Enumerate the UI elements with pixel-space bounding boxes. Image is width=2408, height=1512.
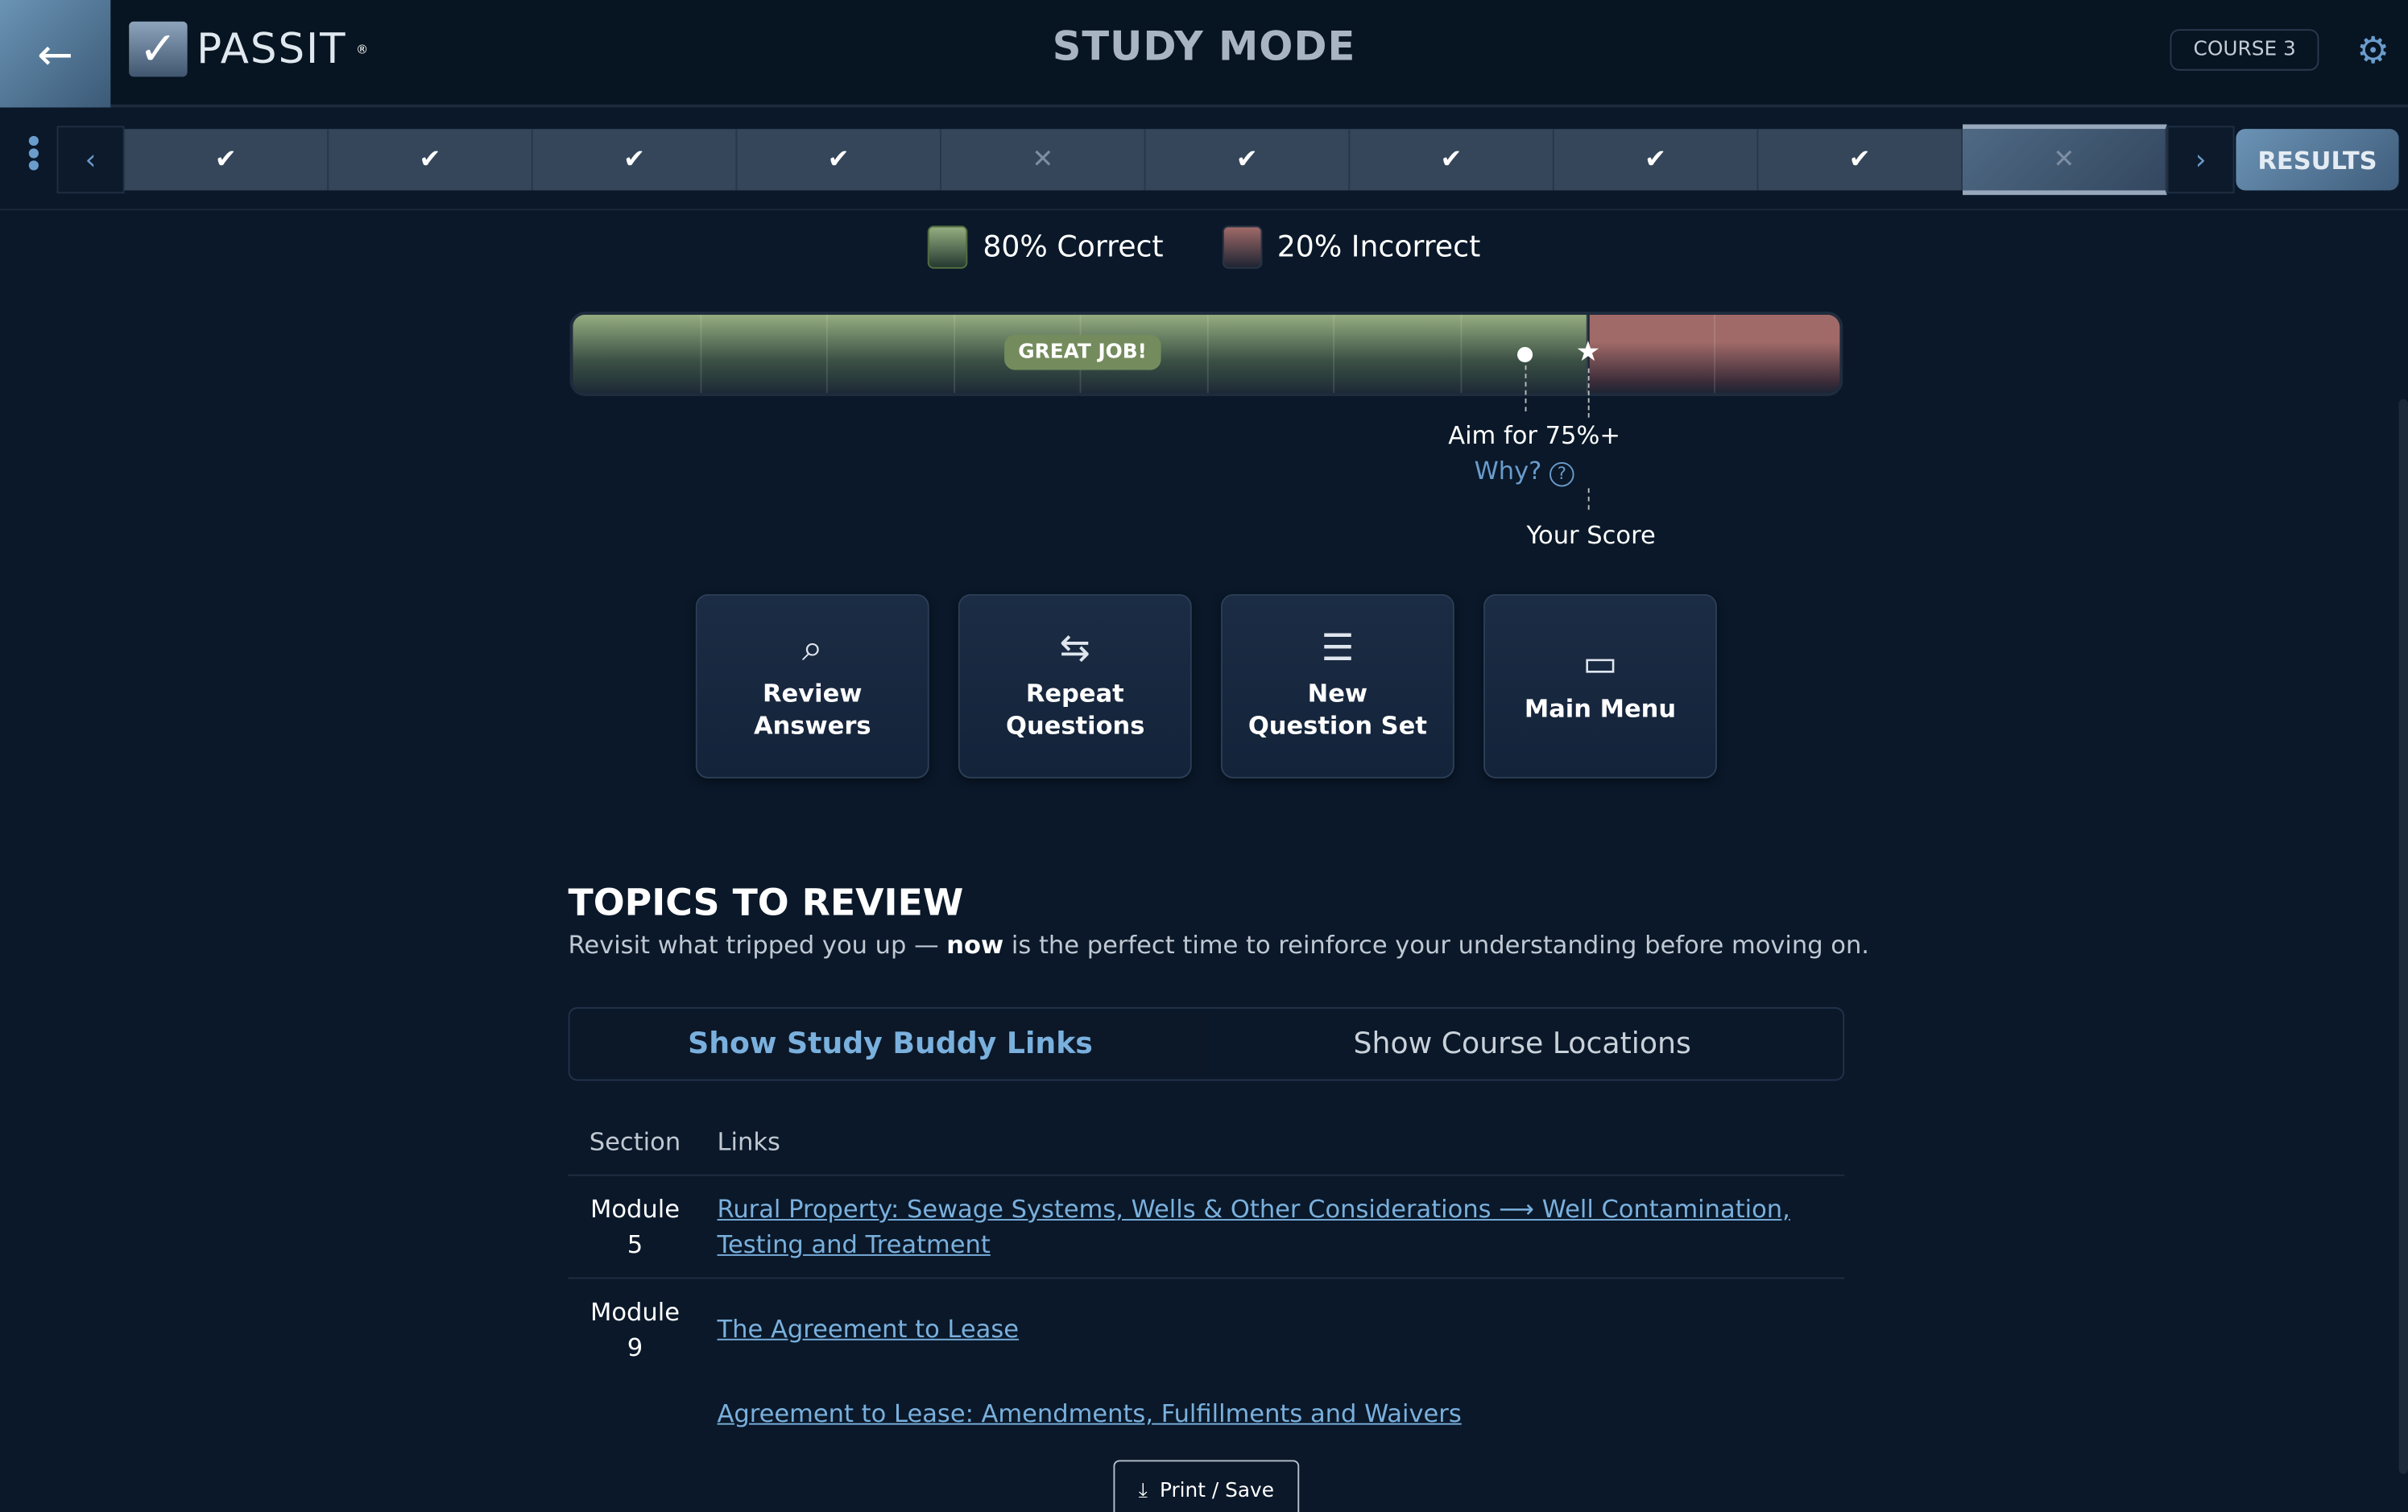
bar-tick — [1713, 314, 1715, 394]
magnify-code-icon: ⌕ — [801, 626, 823, 669]
sub-text: Revisit what tripped you up — — [568, 930, 947, 960]
header: ← ✓ PASSIT ® STUDY MODE COURSE 3 ⚙ — [0, 0, 2408, 108]
divider — [0, 209, 2408, 211]
why-text[interactable]: Why? — [1474, 456, 1542, 485]
topics-subtitle: Revisit what tripped you up — now is the… — [569, 931, 1869, 960]
your-score-label: Your Score — [1526, 520, 1656, 550]
button-label: Repeat Questions — [1006, 677, 1145, 740]
links-cell: The Agreement to Lease Agreement to Lease… — [701, 1295, 1844, 1431]
sub-text: is the perfect time to reinforce your un… — [1003, 930, 1870, 960]
main-menu-button[interactable]: ▭ Main Menu — [1483, 593, 1717, 779]
table-row: Module 9 The Agreement to Lease Agreement … — [569, 1279, 1845, 1446]
question-8-correct[interactable]: ✔ — [1554, 129, 1759, 191]
brand-name: PASSIT — [197, 25, 347, 73]
question-progress: ‹ ✔ ✔ ✔ ✔ ✕ ✔ ✔ ✔ ✔ ✕ › — [56, 124, 2235, 196]
aim-label: Aim for 75%+ — [1448, 420, 1621, 450]
tab-course-locations[interactable]: Show Course Locations — [1353, 1027, 1691, 1061]
header-section: Section — [589, 1126, 681, 1156]
more-menu-icon[interactable]: • • • — [23, 124, 44, 188]
button-label: Main Menu — [1524, 693, 1677, 724]
page-title: STUDY MODE — [1052, 24, 1356, 71]
section-cell: Module 9 — [590, 1297, 680, 1362]
help-circle-icon[interactable]: ? — [1549, 461, 1574, 487]
back-button[interactable]: ← — [0, 0, 111, 108]
table-row: Module 5 Rural Property: Sewage Systems, … — [568, 1176, 1845, 1279]
new-question-set-button[interactable]: ☰ New Question Set — [1220, 593, 1454, 779]
question-1-correct[interactable]: ✔ — [124, 129, 329, 191]
arrow-left-icon: ← — [37, 28, 74, 80]
question-6-correct[interactable]: ✔ — [1145, 129, 1351, 191]
bar-tick — [1459, 314, 1462, 394]
logo: ✓ PASSIT ® — [129, 21, 369, 77]
card-icon: ▭ — [1583, 642, 1618, 685]
incorrect-label: 20% Incorrect — [1276, 230, 1481, 264]
header-links: Links — [717, 1126, 780, 1156]
bar-tick — [1586, 314, 1588, 394]
score-line-lower — [1587, 488, 1590, 510]
download-icon: ⤓ — [1138, 1479, 1148, 1502]
bar-tick — [1333, 314, 1335, 394]
topics-table: Section Links Module 5 Rural Property: Sew… — [568, 1109, 1845, 1447]
why-link[interactable]: Why? ? — [1474, 456, 1574, 487]
question-5-incorrect[interactable]: ✕ — [941, 129, 1146, 191]
target-marker — [1517, 346, 1533, 363]
list-icon: ☰ — [1321, 626, 1355, 669]
print-save-button[interactable]: ⤓ Print / Save — [1113, 1460, 1300, 1512]
topic-link[interactable]: The Agreement to Lease — [717, 1314, 1020, 1344]
bar-tick — [825, 314, 828, 394]
great-job-badge: GREAT JOB! — [1004, 334, 1161, 370]
repeat-questions-button[interactable]: ⇆ Repeat Questions — [958, 593, 1192, 779]
bar-tick — [1206, 314, 1208, 394]
button-label: New Question Set — [1247, 677, 1427, 740]
bar-tick — [953, 314, 955, 394]
repeat-icon: ⇆ — [1059, 626, 1090, 669]
score-legend: 80% Correct 20% Incorrect — [0, 225, 2408, 269]
question-4-correct[interactable]: ✔ — [737, 129, 941, 191]
question-2-correct[interactable]: ✔ — [329, 129, 533, 191]
scrollbar[interactable] — [2398, 399, 2408, 1474]
question-9-correct[interactable]: ✔ — [1758, 129, 1963, 191]
checkmark-logo-icon: ✓ — [129, 21, 188, 77]
star-icon: ★ — [1575, 336, 1601, 369]
correct-swatch — [927, 225, 968, 269]
sub-bold: now — [946, 930, 1004, 960]
next-question-button[interactable]: › — [2166, 126, 2235, 194]
course-badge[interactable]: COURSE 3 — [2170, 29, 2319, 71]
section-cell: Module 5 — [590, 1194, 680, 1259]
topic-link[interactable]: Rural Property: Sewage Systems, Wells & … — [717, 1194, 1790, 1259]
table-header: Section Links — [568, 1109, 1845, 1176]
correct-label: 80% Correct — [983, 230, 1164, 264]
topics-title: TOPICS TO REVIEW — [568, 881, 964, 924]
score-line — [1587, 368, 1590, 418]
button-label: Review Answers — [753, 677, 871, 740]
topic-link[interactable]: Agreement to Lease: Amendments, Fulfillm… — [717, 1398, 1462, 1428]
action-buttons: ⌕ Review Answers ⇆ Repeat Questions ☰ New Q… — [695, 593, 1717, 779]
score-bar — [569, 312, 1843, 396]
results-button[interactable]: RESULTS — [2236, 129, 2399, 191]
bar-tick — [699, 314, 701, 394]
incorrect-swatch — [1222, 225, 1262, 269]
tab-study-buddy-links[interactable]: Show Study Buddy Links — [574, 1013, 1206, 1075]
topics-tabs: Show Study Buddy Links Show Course Locat… — [568, 1006, 1845, 1081]
target-line — [1525, 365, 1527, 412]
score-bar-incorrect — [1586, 314, 1840, 394]
prev-question-button[interactable]: ‹ — [56, 126, 125, 194]
print-label: Print / Save — [1159, 1479, 1274, 1502]
gear-icon[interactable]: ⚙ — [2356, 29, 2390, 72]
question-10-incorrect[interactable]: ✕ — [1963, 124, 2167, 196]
registered-mark: ® — [355, 42, 369, 56]
question-7-correct[interactable]: ✔ — [1350, 129, 1554, 191]
question-3-correct[interactable]: ✔ — [532, 129, 738, 191]
links-cell: Rural Property: Sewage Systems, Wells & … — [701, 1192, 1844, 1262]
review-answers-button[interactable]: ⌕ Review Answers — [695, 593, 929, 779]
